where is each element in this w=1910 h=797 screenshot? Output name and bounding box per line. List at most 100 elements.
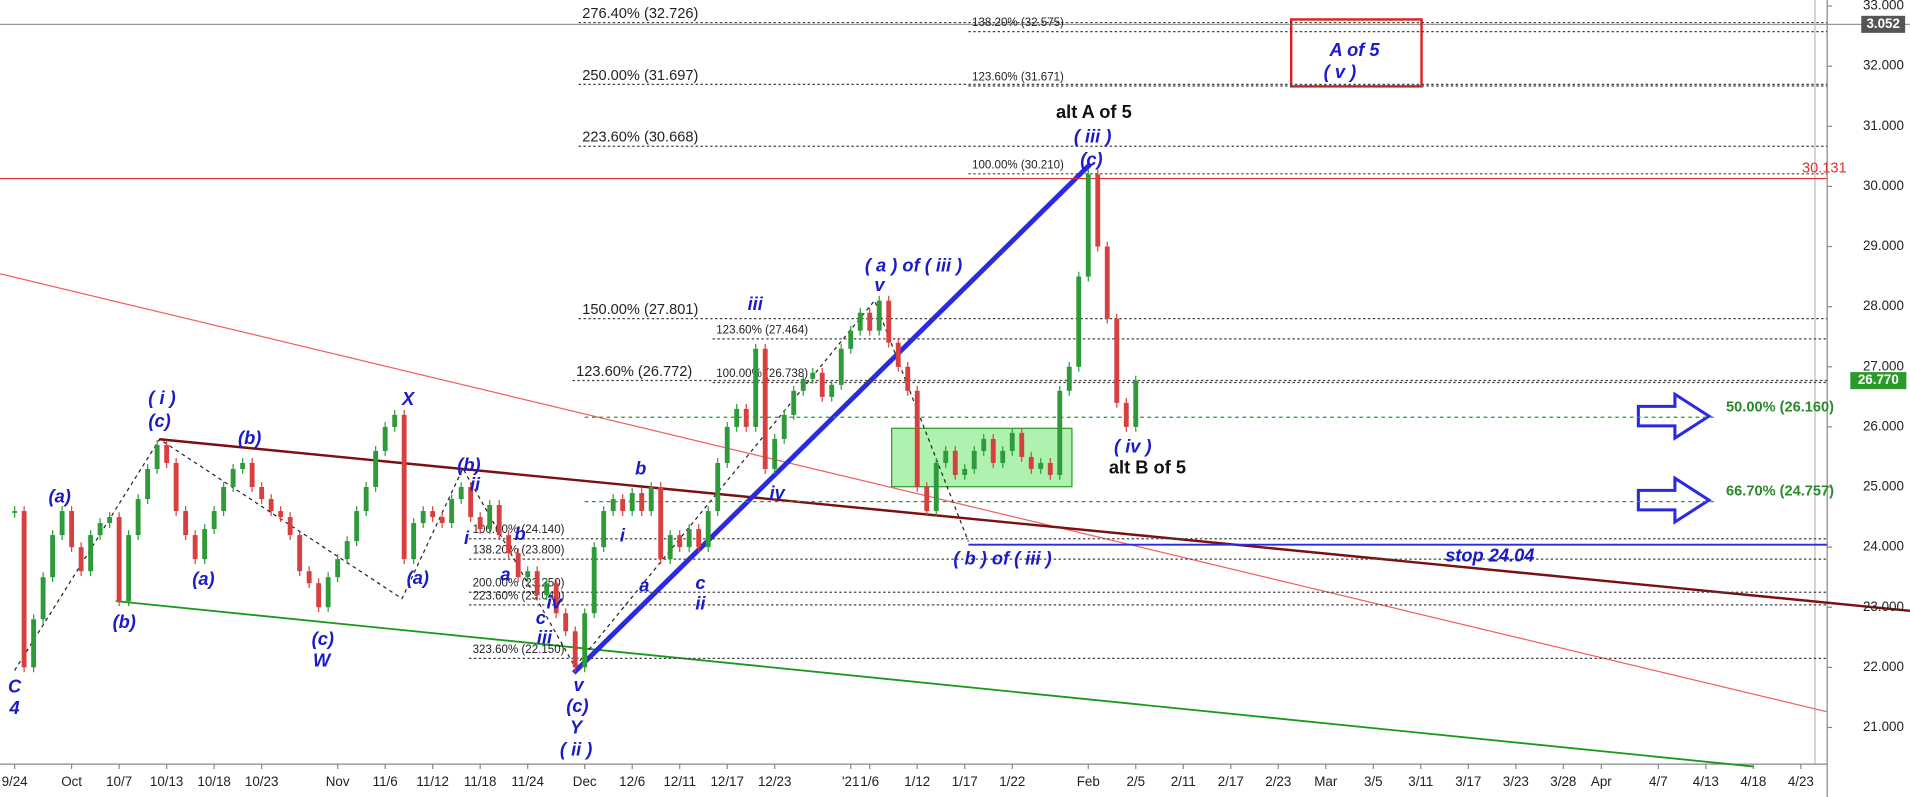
x-tick-label: 10/23 [245,774,279,789]
candle [534,571,540,596]
x-tick-label: 4/7 [1649,774,1668,789]
candle [1000,450,1006,463]
candle [12,511,18,513]
fib-label: 100.00% (30.210) [972,159,1064,171]
candle [202,529,208,560]
stop-label: stop 24.04 [1445,545,1534,566]
wave-label: c [536,607,546,628]
candle [278,511,284,518]
candle [335,559,341,578]
wave-label: (b) [113,611,136,632]
fib-label: 223.60% (23.040) [473,590,565,602]
candle [316,583,322,608]
price-tag: 26.770 [1858,372,1899,387]
candle [468,487,474,518]
candle [107,517,113,524]
candle [1114,318,1120,403]
wave-label: W [313,650,332,671]
candle [430,511,436,518]
candle [88,535,94,572]
consolidation-box [891,427,1073,488]
candle [21,511,27,668]
top-tag-box [1861,15,1906,33]
wave-label: (c) [1080,148,1102,169]
wave-label: iii [748,293,764,314]
candle [515,553,521,578]
candle [1095,174,1101,247]
candle [895,342,901,367]
x-tick-label: 3/5 [1364,774,1383,789]
candle [686,529,692,548]
candle [952,450,958,475]
wave-label: ( a ) of ( iii ) [865,254,962,275]
x-tick-label: 2/11 [1171,774,1196,789]
candle [1076,276,1082,367]
candle [31,619,37,668]
candle [553,583,559,614]
candle [743,408,749,427]
candle [658,487,664,560]
x-tick-label: 4/18 [1740,774,1766,789]
candle [981,438,987,451]
candle [240,462,246,469]
top-tag: 3.052 [1866,16,1900,31]
x-tick-label: 10/7 [106,774,132,789]
candle [639,493,645,512]
candle [373,450,379,488]
candle [525,571,531,578]
wave-label: ( b ) of ( iii ) [953,548,1051,569]
candle [667,535,673,560]
candle [449,499,455,524]
candle [259,487,265,500]
candle [211,511,217,530]
candle [420,511,426,524]
x-tick-label: 3/17 [1455,774,1481,789]
x-tick-label: 4/13 [1693,774,1719,789]
target-arrow [1636,391,1712,441]
candle [1047,462,1053,475]
candle [762,348,768,469]
candle [230,468,236,488]
wave-label: i [464,527,470,548]
candle [962,468,968,475]
candle [990,438,996,463]
candle [648,487,654,512]
fib-label: 123.60% (26.772) [576,364,692,380]
candle [563,613,569,632]
wave-label: (b) [457,454,480,475]
x-tick-label: 11/18 [464,774,497,789]
candle [1038,462,1044,469]
x-tick-label: 11/6 [373,774,398,789]
candle [800,378,806,391]
y-tick-label: 33.000 [1863,0,1904,13]
candle [487,505,493,530]
y-tick-label: 30.000 [1863,178,1904,193]
red-trendline [0,273,1828,713]
resistance-label: 30.131 [1802,161,1847,177]
wave-label: (c) [148,410,170,431]
candle [867,312,873,331]
wave-label: Y [570,717,584,738]
candle [154,444,160,469]
candle [591,547,597,614]
candle [458,487,464,500]
candle [876,300,882,331]
candle [582,613,588,668]
fib-label: 123.60% (27.464) [716,324,808,336]
x-tick-label: Nov [326,774,350,789]
wave-label: c [695,572,705,593]
y-tick-label: 27.000 [1863,358,1904,373]
candle [325,577,331,608]
candle [705,511,711,548]
y-tick-label: 25.000 [1863,479,1904,494]
x-tick-label: Feb [1077,774,1100,789]
candle [97,523,103,536]
candle [411,523,417,560]
candle [354,511,360,542]
y-tick-label: 29.000 [1863,238,1904,253]
x-tick-label: 1/22 [999,774,1025,789]
candle [145,468,151,500]
candle [1104,246,1110,319]
candle [496,505,502,536]
